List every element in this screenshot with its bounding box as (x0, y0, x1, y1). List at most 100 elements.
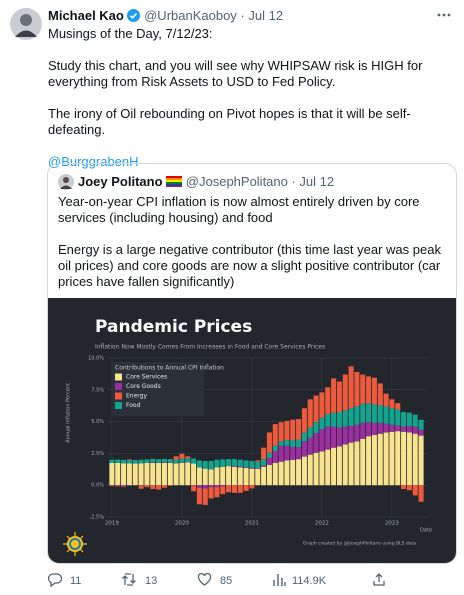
bar-segment (319, 417, 325, 430)
plot (107, 357, 428, 518)
like-icon[interactable] (197, 572, 212, 587)
author-name[interactable]: Michael Kao (48, 8, 124, 23)
bar-segment (406, 432, 412, 486)
bar-segment (144, 462, 150, 486)
avatar[interactable] (10, 8, 42, 40)
share-icon[interactable] (372, 572, 386, 587)
bar-segment (196, 467, 202, 486)
bar-segment (202, 488, 208, 505)
action-bar: 11 13 85 114.9K (0, 572, 464, 590)
bar-segment (389, 424, 395, 432)
bar-segment (220, 459, 226, 467)
bar-segment (109, 459, 115, 463)
bar-segment (418, 435, 424, 486)
bar-segment (412, 426, 418, 434)
more-button[interactable] (436, 12, 452, 18)
x-tick-label: 2021 (245, 521, 259, 527)
bar-segment (272, 462, 278, 486)
bar-segment (249, 468, 255, 469)
legend-swatch (115, 373, 122, 381)
bar-segment (401, 412, 407, 427)
paragraph: Energy is a large negative contributor (… (58, 242, 441, 289)
legend-label: Core Services (126, 374, 167, 381)
bar-segment (366, 376, 372, 404)
bar-segment (161, 462, 167, 486)
quote-tweet[interactable]: Joey Politano @JosephPolitano · Jul 12 Y… (47, 163, 457, 564)
reply-icon[interactable] (47, 572, 62, 587)
bar-segment (331, 412, 337, 427)
bar-segment (191, 485, 197, 492)
bar-segment (336, 381, 342, 413)
x-axis-label: Date (420, 528, 432, 534)
bar-segment (342, 374, 348, 411)
bar-segment (389, 431, 395, 486)
bar-segment (261, 447, 267, 460)
x-tick-label: 2020 (175, 521, 189, 527)
bar-segment (115, 462, 121, 486)
bar-segment (383, 393, 389, 407)
bar-segment (126, 485, 132, 486)
bar-segment (389, 408, 395, 425)
bar-segment (371, 422, 377, 435)
bar-segment (220, 486, 226, 495)
bar-segment (307, 399, 313, 428)
bar-segment (173, 463, 179, 486)
bar-segment (202, 461, 208, 469)
author-handle[interactable]: @UrbanKaoboy · Jul 12 (144, 8, 284, 23)
retweet-icon[interactable] (121, 572, 137, 587)
y-axis-label: Annual Inflation Percent (66, 383, 72, 443)
mention[interactable]: @BurggrabenH (48, 154, 139, 169)
bar-segment (348, 426, 354, 443)
bar-segment (214, 487, 220, 498)
bar-segment (150, 485, 156, 490)
bar-segment (138, 459, 144, 464)
bar-segment (284, 445, 290, 461)
bar-segment (366, 436, 372, 486)
bar-segment (231, 466, 237, 486)
bar-segment (331, 447, 337, 486)
bar-segment (313, 422, 319, 434)
bar-segment (185, 462, 191, 486)
bar-segment (226, 459, 232, 467)
bar-segment (284, 440, 290, 446)
bar-segment (401, 431, 407, 486)
bar-segment (331, 378, 337, 413)
bar-segment (360, 422, 366, 439)
bar-segment (360, 374, 366, 404)
views-count: 114.9K (292, 575, 327, 587)
bar-segment (401, 426, 407, 432)
bar-segment (126, 459, 132, 460)
bar-segment (167, 485, 173, 486)
bar-segment (272, 424, 278, 446)
bar-segment (179, 462, 185, 486)
bar-segment (144, 485, 150, 488)
bar-segment (261, 465, 267, 467)
legend-swatch (115, 383, 122, 390)
bar-segment (290, 440, 296, 448)
legend-swatch (115, 402, 122, 409)
bar-segment (255, 461, 261, 469)
x-tick-label: 2023 (385, 521, 399, 527)
bar-segment (132, 463, 138, 486)
bar-segment (313, 395, 319, 423)
bar-segment (121, 485, 127, 487)
bar-segment (278, 445, 284, 462)
bar-segment (208, 487, 214, 499)
y-tick-label: 5.0% (91, 419, 104, 425)
bar-segment (109, 462, 115, 486)
bar-segment (150, 458, 156, 463)
bar-segment (377, 383, 383, 406)
bar-segment (278, 461, 284, 486)
bar-segment (237, 459, 243, 467)
bar-segment (336, 446, 342, 486)
bar-segment (313, 433, 319, 453)
views-icon[interactable] (272, 572, 287, 587)
bar-segment (354, 371, 360, 407)
bar-segment (185, 458, 191, 463)
bar-segment (208, 485, 214, 488)
bar-segment (336, 412, 342, 428)
bar-segment (406, 485, 412, 491)
bar-segment (319, 429, 325, 452)
bar-segment (214, 467, 220, 486)
quote-author-name: Joey Politano (78, 174, 163, 189)
